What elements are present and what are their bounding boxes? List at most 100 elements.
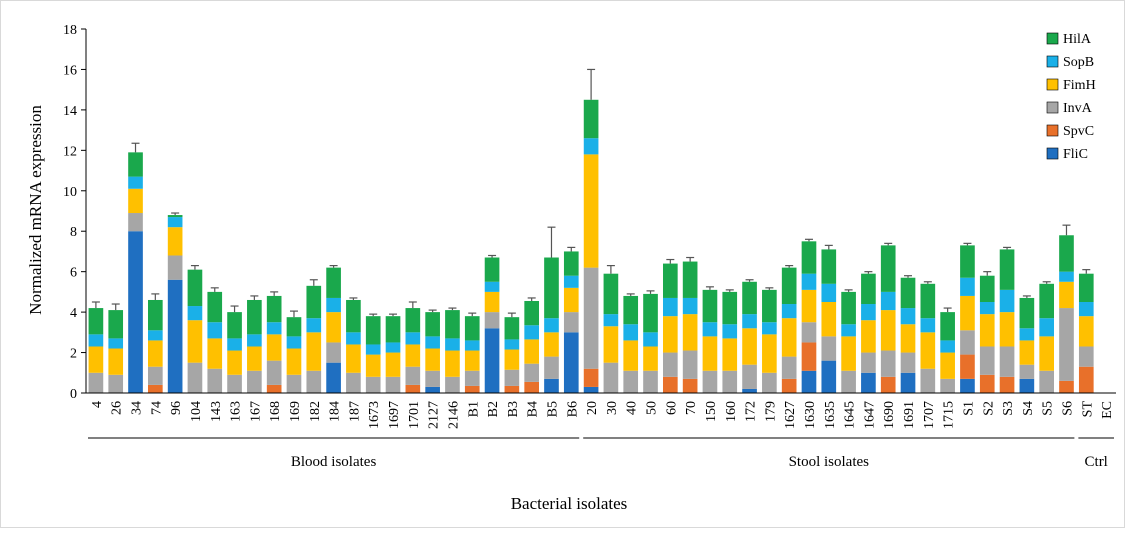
bar-fimh-1673 — [365, 354, 381, 377]
bar-inva-34 — [128, 213, 143, 232]
bar-sopb-179 — [762, 322, 777, 335]
error-bars-layer — [91, 68, 1091, 318]
bar-hila-S4 — [1019, 297, 1035, 329]
bar-hila-143 — [207, 291, 223, 323]
bar-hila-169 — [286, 317, 302, 337]
bar-fimh-163 — [227, 350, 242, 375]
x-tick-label-1715: 1715 — [942, 401, 957, 429]
bar-fimh-74 — [147, 340, 163, 367]
bar-sopb-26 — [108, 338, 124, 349]
bar-fimh-S2 — [979, 314, 995, 347]
group-brackets-layer: Blood isolates Stool isolates Ctrl — [88, 437, 1114, 470]
bar-sopb-1697 — [385, 342, 401, 353]
bar-inva-S4 — [1019, 364, 1035, 379]
group-label-0: Blood isolates — [291, 454, 377, 470]
bar-fimh-B1 — [464, 350, 480, 371]
bar-fimh-4 — [88, 346, 104, 373]
legend-label-flic: FliC — [1063, 147, 1088, 162]
bar-inva-4 — [88, 372, 104, 393]
bar-sopb-S3 — [999, 289, 1015, 313]
x-tick-label-B3: B3 — [506, 401, 521, 417]
bar-fimh-50 — [643, 346, 658, 371]
x-tick-label-179: 179 — [763, 401, 778, 422]
bar-flic-20 — [583, 386, 599, 393]
bar-fimh-1691 — [900, 324, 916, 353]
bar-inva-163 — [227, 374, 242, 393]
bar-fimh-169 — [286, 348, 302, 375]
legend-swatch-sopb — [1046, 55, 1059, 68]
bar-fimh-160 — [722, 338, 738, 371]
bar-sopb-30 — [603, 314, 619, 327]
y-tick-label-10: 10 — [63, 185, 77, 200]
bar-inva-1690 — [880, 350, 896, 377]
bar-sopb-1707 — [920, 318, 936, 333]
bars-layer — [88, 99, 1094, 393]
bar-fimh-1697 — [385, 352, 401, 377]
bar-sopb-S6 — [1059, 271, 1074, 282]
bar-hila-B5 — [544, 257, 559, 319]
bar-spvc-20 — [583, 368, 599, 387]
bar-sopb-172 — [742, 314, 757, 329]
bar-sopb-40 — [623, 324, 639, 341]
x-tick-label-50: 50 — [645, 401, 660, 415]
bar-inva-S3 — [999, 346, 1015, 377]
bar-inva-40 — [623, 370, 639, 393]
bar-fimh-150 — [702, 336, 718, 371]
bar-fimh-184 — [326, 312, 341, 343]
bar-fimh-60 — [662, 316, 678, 353]
y-tick-label-6: 6 — [70, 266, 77, 281]
x-tick-label-1673: 1673 — [367, 401, 382, 429]
bar-inva-1715 — [940, 378, 955, 393]
y-tick-label-0: 0 — [70, 387, 77, 402]
bar-inva-B1 — [464, 370, 480, 386]
bar-sopb-2146 — [445, 338, 460, 351]
x-tick-label-S5: S5 — [1041, 401, 1056, 416]
bar-inva-104 — [187, 362, 203, 393]
bar-inva-167 — [247, 370, 262, 393]
x-tick-label-34: 34 — [130, 401, 145, 415]
bar-inva-1701 — [405, 366, 421, 385]
legend-label-inva: InvA — [1063, 101, 1093, 116]
bar-fimh-143 — [207, 338, 223, 369]
x-axis-title: Bacterial isolates — [511, 494, 628, 513]
bar-sopb-163 — [227, 338, 242, 351]
x-tick-label-143: 143 — [209, 401, 224, 422]
bar-fimh-40 — [623, 340, 639, 371]
x-tick-label-169: 169 — [288, 401, 303, 422]
bar-inva-1627 — [781, 356, 797, 379]
bar-spvc-1627 — [781, 378, 797, 393]
x-tick-label-1691: 1691 — [902, 401, 917, 429]
bar-flic-1647 — [861, 372, 876, 393]
x-tick-label-163: 163 — [229, 401, 244, 422]
bar-fimh-26 — [108, 348, 124, 375]
bar-flic-S1 — [960, 378, 975, 393]
bar-inva-1673 — [365, 376, 381, 393]
bar-inva-1635 — [821, 336, 837, 361]
bar-inva-1707 — [920, 368, 936, 393]
x-tick-label-30: 30 — [605, 401, 620, 415]
bar-sopb-B5 — [544, 318, 559, 333]
x-tick-label-70: 70 — [684, 401, 699, 415]
bar-hila-30 — [603, 273, 619, 315]
bar-inva-B6 — [563, 312, 579, 333]
bar-sopb-187 — [346, 332, 361, 345]
bar-hila-1645 — [841, 291, 856, 325]
bar-hila-187 — [346, 299, 361, 333]
legend: HilA SopB FimH InvA SpvC FliC — [1046, 32, 1096, 162]
bar-inva-S2 — [979, 346, 995, 375]
bar-sopb-1691 — [900, 308, 916, 325]
bar-fimh-70 — [682, 314, 698, 351]
bar-sopb-168 — [266, 322, 282, 335]
bar-inva-143 — [207, 368, 223, 393]
legend-swatch-fimh — [1046, 78, 1059, 91]
bar-flic-2127 — [425, 386, 440, 393]
bar-spvc-168 — [266, 384, 282, 393]
x-tick-label-1690: 1690 — [882, 401, 897, 429]
bar-spvc-ST — [1078, 366, 1094, 393]
x-tick-label-S3: S3 — [1001, 401, 1016, 416]
bar-sopb-1647 — [861, 304, 876, 321]
bar-sopb-B4 — [524, 325, 540, 340]
bar-hila-1673 — [365, 316, 381, 345]
bar-inva-96 — [167, 255, 183, 280]
